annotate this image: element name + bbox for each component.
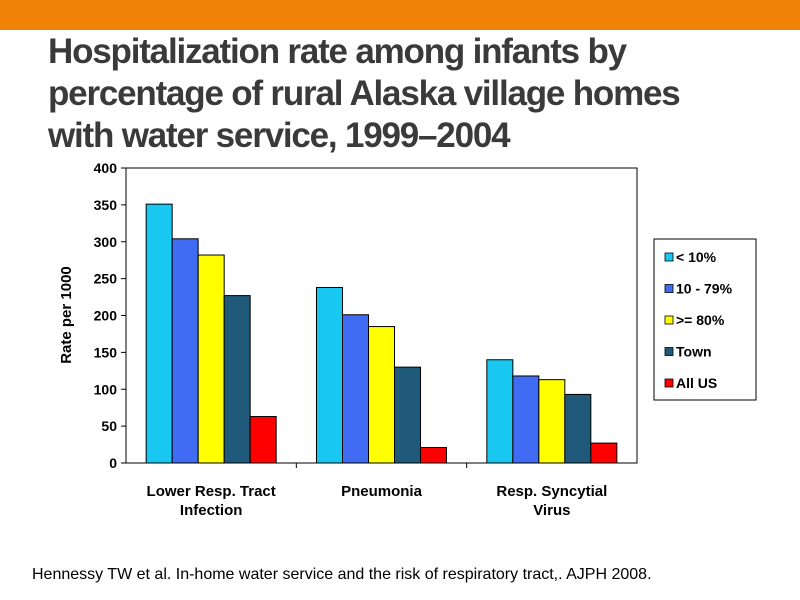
bar xyxy=(486,359,514,464)
bar xyxy=(590,442,618,464)
bar xyxy=(145,203,173,464)
bar xyxy=(197,254,225,464)
legend-label: All US xyxy=(676,375,717,391)
legend-label: >= 80% xyxy=(676,312,725,328)
legend-swatch xyxy=(664,315,674,325)
y-tick-label: 50 xyxy=(101,418,117,434)
legend-label: Town xyxy=(676,344,712,360)
slide-title: Hospitalization rate among infants by pe… xyxy=(48,31,768,157)
slide-title-line-2: percentage of rural Alaska village homes xyxy=(48,74,681,113)
x-category-label: Infection xyxy=(180,502,243,519)
y-tick-label: 100 xyxy=(94,381,118,397)
y-tick-label: 0 xyxy=(109,455,117,471)
legend-swatch xyxy=(664,378,674,388)
y-tick-label: 250 xyxy=(94,271,118,287)
bar xyxy=(223,295,251,464)
bar xyxy=(420,447,447,464)
slide-title-line-1: Hospitalization rate among infants by xyxy=(48,32,627,71)
y-tick-label: 400 xyxy=(94,160,118,176)
y-tick-label: 350 xyxy=(94,197,118,213)
x-category-label: Pneumonia xyxy=(341,483,423,500)
bar xyxy=(538,379,566,464)
legend-swatch xyxy=(664,284,674,293)
bar xyxy=(342,314,369,464)
x-category-label: Lower Resp. Tract xyxy=(147,483,276,500)
legend-label: < 10% xyxy=(676,249,717,265)
bar xyxy=(368,326,395,464)
bar xyxy=(512,375,540,464)
bar xyxy=(316,286,343,464)
legend-swatch xyxy=(664,252,674,262)
y-tick-label: 150 xyxy=(94,344,118,360)
bar xyxy=(171,238,199,464)
x-category-label: Virus xyxy=(533,502,570,519)
x-category-label: Resp. Syncytial xyxy=(496,483,607,500)
top-accent-band xyxy=(0,0,800,30)
bar xyxy=(564,393,592,464)
legend-label: 10 - 79% xyxy=(676,281,733,297)
bar xyxy=(394,366,421,464)
y-axis-label: Rate per 1000 xyxy=(58,266,75,364)
y-tick-label: 200 xyxy=(94,308,118,324)
bar xyxy=(249,416,277,464)
citation-text: Hennessy TW et al. In-home water service… xyxy=(32,566,652,583)
legend-swatch xyxy=(664,347,674,356)
y-tick-label: 300 xyxy=(94,234,118,250)
slide-title-line-3: with water service, 1999–2004 xyxy=(48,116,511,155)
